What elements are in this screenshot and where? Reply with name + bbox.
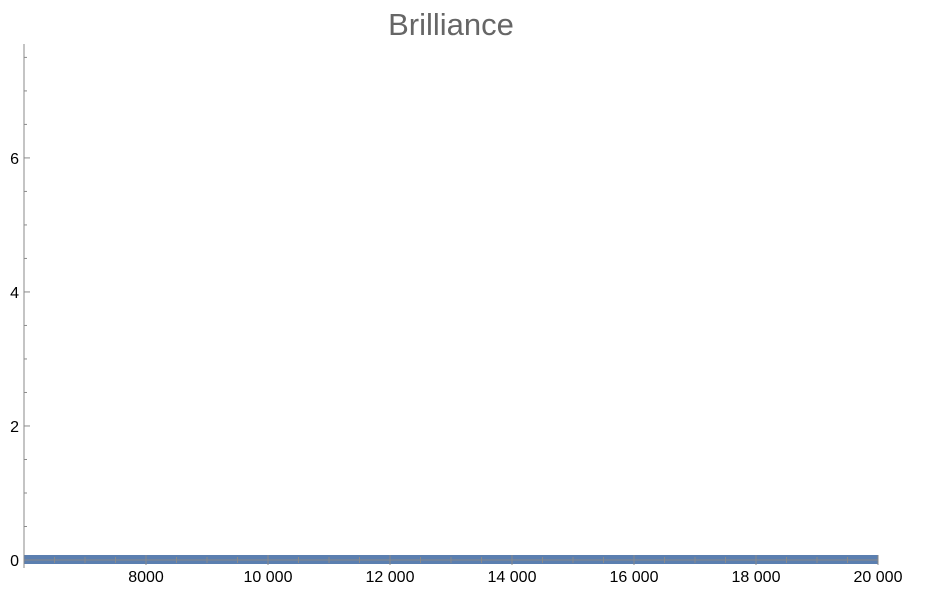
y-axis-ticks: 0 2 4 6 [10, 56, 30, 570]
y-tick-label: 2 [10, 419, 19, 436]
x-tick-label: 14 000 [488, 569, 537, 586]
x-tick-label: 20 000 [854, 569, 903, 586]
x-axis-ticks: 8000 10 000 12 000 14 000 16 000 18 000 20 000 [54, 555, 903, 586]
y-tick-label: 0 [10, 553, 19, 570]
chart-title: Brilliance [388, 7, 514, 42]
x-tick-label: 10 000 [244, 569, 293, 586]
y-tick-label: 4 [10, 285, 19, 302]
x-tick-label: 12 000 [366, 569, 415, 586]
y-tick-label: 6 [10, 151, 19, 168]
x-tick-label: 8000 [128, 569, 164, 586]
x-tick-label: 16 000 [610, 569, 659, 586]
x-tick-label: 18 000 [732, 569, 781, 586]
